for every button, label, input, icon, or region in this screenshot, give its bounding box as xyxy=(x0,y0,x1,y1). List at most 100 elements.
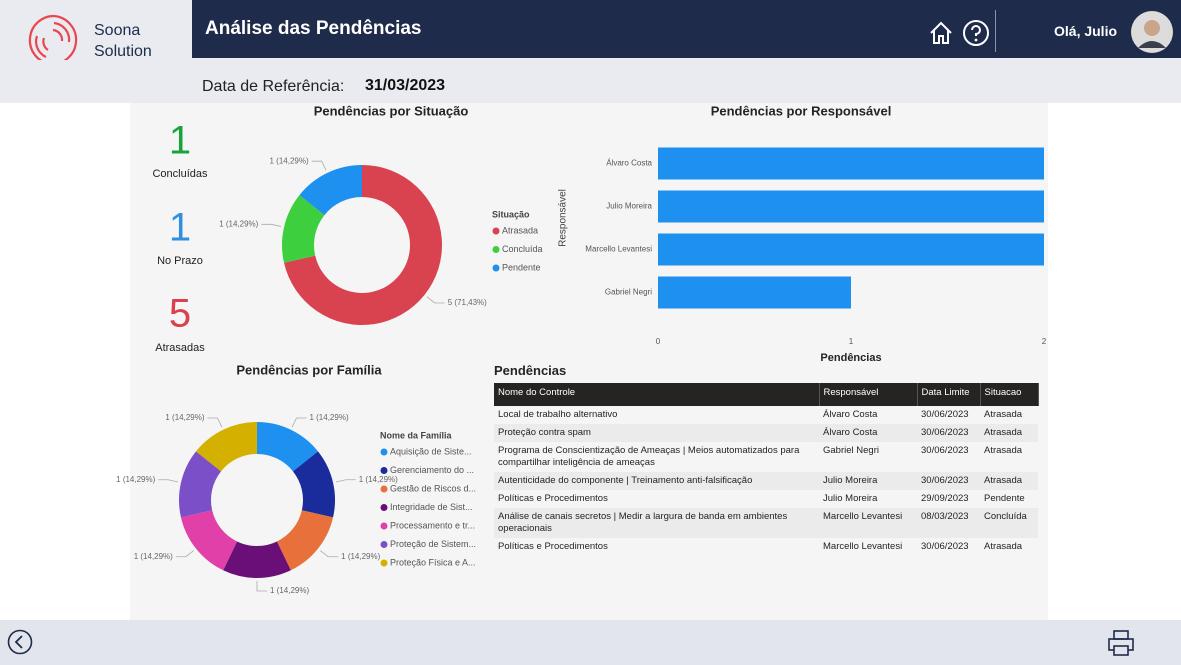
data-label: 1 (14,29%) xyxy=(341,552,380,561)
legend-label: Aquisição de Siste... xyxy=(390,446,472,456)
legend-swatch xyxy=(380,448,388,456)
table-row: Proteção contra spam Álvaro Costa 30/06/20… xyxy=(494,424,1038,442)
legend-title: Situação xyxy=(492,209,530,219)
table-cell: Atrasada xyxy=(980,472,1038,490)
legend-label: Proteção Física e A... xyxy=(390,557,476,567)
table-cell: Marcello Levantesi xyxy=(823,541,903,552)
data-label: 1 (14,29%) xyxy=(270,156,309,165)
column-header: Responsável xyxy=(819,383,918,406)
x-tick-label: 1 xyxy=(849,337,854,346)
chart-title: Pendências por Responsável xyxy=(711,103,892,118)
table-cell: 29/09/2023 xyxy=(921,493,969,504)
leader-line xyxy=(158,479,179,483)
home-button[interactable] xyxy=(928,20,954,46)
kpi-value: 5 xyxy=(169,292,191,336)
table-cell: Gabriel Negri xyxy=(823,445,879,456)
table-row: Políticas e Procedimentos Julio Moreira 29… xyxy=(494,490,1038,508)
greeting: Olá, Julio xyxy=(1054,23,1118,39)
legend-label: Proteção de Sistem... xyxy=(390,539,476,549)
table-cell: Julio Moreira xyxy=(823,493,878,504)
table-row: Local de trabalho alternativo Álvaro Cost… xyxy=(494,406,1038,424)
legend-swatch xyxy=(380,541,388,548)
data-label: 1 (14,29%) xyxy=(165,413,204,422)
legend-title: Nome da Família xyxy=(380,430,453,440)
donut-slice xyxy=(179,451,222,518)
legend-label: Gerenciamento do ... xyxy=(390,465,474,475)
leader-line xyxy=(320,550,339,558)
y-tick-label: Marcello Levantesi xyxy=(585,245,652,254)
logo-line: Solution xyxy=(94,43,152,60)
y-tick-label: Gabriel Negri xyxy=(605,288,652,297)
kpi-label: Atrasadas xyxy=(155,342,205,354)
kpi-label: No Prazo xyxy=(157,255,203,267)
table-cell: Julio Moreira xyxy=(819,472,917,490)
legend-swatch xyxy=(492,264,500,272)
leader-line xyxy=(175,550,194,558)
y-tick-label: Álvaro Costa xyxy=(606,159,652,168)
data-label: 1 (14,29%) xyxy=(219,219,258,228)
kpi-label: Concluídas xyxy=(152,168,208,180)
table-cell: Autenticidade do componente | Treinament… xyxy=(494,472,819,490)
legend-label: Processamento e tr... xyxy=(390,520,475,530)
table-cell: 30/06/2023 xyxy=(921,445,969,456)
leader-line xyxy=(291,417,307,428)
legend-label: Gestão de Riscos d... xyxy=(390,483,476,493)
kpi-value: 1 xyxy=(169,206,191,250)
ref-label: Data de Referência: xyxy=(202,78,345,95)
chart-title: Pendências por Família xyxy=(236,362,382,377)
bar xyxy=(658,276,851,309)
table: Nome do Controle Responsável Data Limite Si… xyxy=(494,383,1039,556)
table-cell: Atrasada xyxy=(984,409,1023,420)
leader-line xyxy=(335,479,356,483)
data-label: 1 (14,29%) xyxy=(270,586,309,595)
ref-bar xyxy=(0,60,192,103)
table-body: Local de trabalho alternativo Álvaro Cost… xyxy=(494,406,1038,556)
table-row: Análise de canais secretos | Medir a lar… xyxy=(494,508,1038,538)
table-title: Pendências xyxy=(494,363,567,378)
top-bar: Análise das Pendências Olá, Julio xyxy=(192,0,1181,58)
data-label: 1 (14,29%) xyxy=(359,475,398,484)
logo-line: Soona xyxy=(94,22,141,39)
column-header: Situacao xyxy=(980,383,1039,406)
ref-bar: Data de Referência: 31/03/2023 xyxy=(192,58,1181,103)
legend-swatch xyxy=(380,559,388,567)
donut-slice xyxy=(196,422,257,472)
avatar[interactable] xyxy=(1130,10,1174,54)
donut-slice xyxy=(284,165,443,325)
back-button[interactable] xyxy=(7,629,33,655)
donut-slice xyxy=(257,422,318,472)
leader-line xyxy=(311,160,327,171)
table-cell: Álvaro Costa xyxy=(819,424,917,442)
table-cell: 30/06/2023 xyxy=(921,409,969,420)
data-label: 1 (14,29%) xyxy=(116,475,155,484)
logo-text: Soona Solution xyxy=(94,20,152,62)
leader-line xyxy=(207,417,223,428)
leader-line xyxy=(426,296,445,304)
data-label: 5 (71,43%) xyxy=(448,298,487,307)
table-cell: Local de trabalho alternativo xyxy=(498,409,618,420)
table-cell: 30/06/2023 xyxy=(917,472,980,490)
legend-label: Integridade de Sist... xyxy=(390,502,473,512)
help-button[interactable] xyxy=(962,19,990,47)
table-cell: Álvaro Costa xyxy=(823,409,878,420)
print-button[interactable] xyxy=(1106,628,1136,658)
table-cell: Atrasada xyxy=(984,445,1023,456)
leader-line xyxy=(261,223,282,227)
table-cell: Programa de Conscientização de Ameaças |… xyxy=(498,445,800,468)
legend-label: Concluída xyxy=(502,244,543,254)
table-header: Nome do Controle Responsável Data Limite Si… xyxy=(494,383,1039,406)
table-cell: Marcello Levantesi xyxy=(819,508,917,538)
page-title: Análise das Pendências xyxy=(205,18,422,39)
bar xyxy=(658,190,1044,223)
x-tick-label: 0 xyxy=(656,337,661,346)
legend-swatch xyxy=(380,467,388,474)
ref-date: 31/03/2023 xyxy=(365,77,446,94)
table-cell: Políticas e Procedimentos xyxy=(498,541,608,552)
donut-slice xyxy=(292,451,335,518)
table-cell: Concluída xyxy=(980,508,1038,538)
table-row: Autenticidade do componente | Treinament… xyxy=(494,472,1038,490)
column-header: Nome do Controle xyxy=(494,383,820,406)
donut-slice xyxy=(276,510,334,571)
